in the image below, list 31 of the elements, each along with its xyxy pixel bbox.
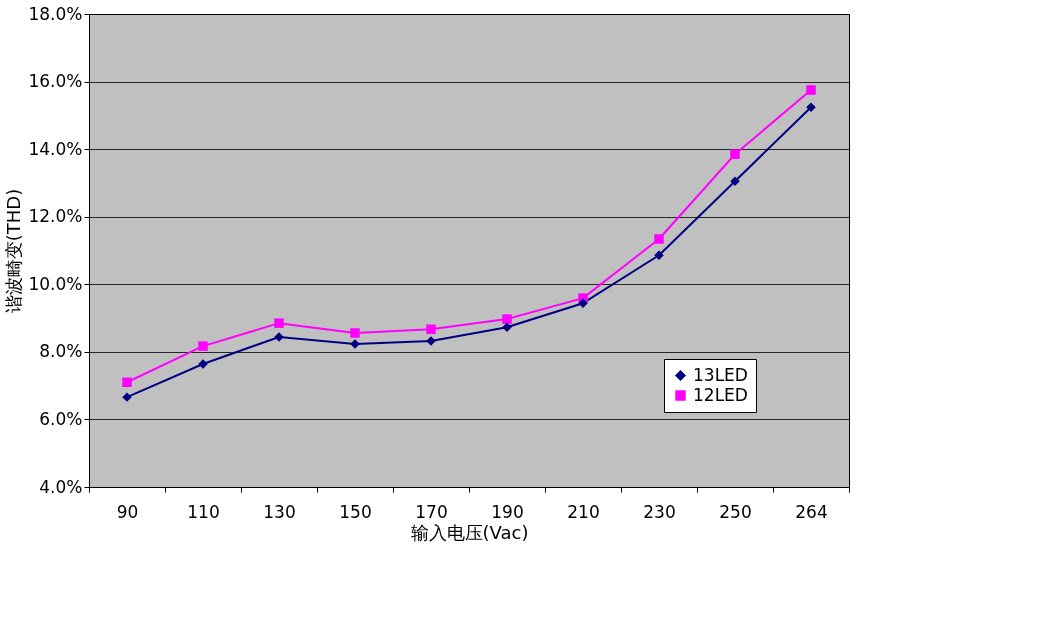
legend-label: 12LED	[693, 384, 748, 405]
y-tick-label: 18.0%	[28, 3, 83, 24]
point	[806, 85, 816, 95]
y-tick-label: 12.0%	[28, 206, 83, 227]
x-tick-label: 170	[415, 501, 448, 522]
point	[730, 149, 740, 159]
x-tick-label: 110	[187, 501, 220, 522]
y-tick-label: 14.0%	[28, 138, 83, 159]
x-tick-label: 150	[339, 501, 372, 522]
point	[654, 234, 664, 244]
point	[502, 314, 512, 324]
y-tick-label: 6.0%	[39, 408, 83, 429]
y-tick-label: 4.0%	[39, 476, 83, 497]
x-axis-title: 输入电压(Vac)	[410, 521, 529, 543]
point	[350, 328, 360, 338]
y-tick-label: 16.0%	[28, 71, 83, 92]
x-tick-label: 210	[567, 501, 600, 522]
x-tick-label: 90	[116, 501, 139, 522]
point	[426, 324, 436, 334]
point	[122, 377, 132, 388]
legend-label: 13LED	[693, 364, 748, 385]
point	[198, 341, 208, 351]
x-tick-label: 130	[263, 501, 296, 522]
y-tick-label: 10.0%	[28, 273, 83, 294]
x-tick-label: 230	[643, 501, 676, 522]
point	[274, 318, 284, 328]
x-tick-label: 250	[719, 501, 752, 522]
x-tick-label: 264	[795, 501, 828, 522]
x-tick-label: 190	[491, 501, 524, 522]
y-tick-label: 8.0%	[39, 341, 83, 362]
y-axis-title: 谐波畸变(THD)	[3, 188, 25, 314]
